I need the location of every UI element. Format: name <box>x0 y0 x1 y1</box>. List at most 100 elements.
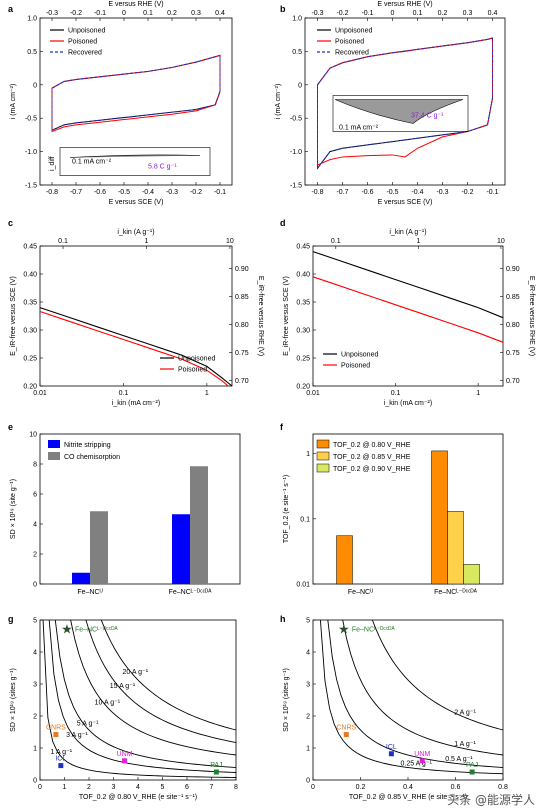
y-tick-label: 0.1 <box>300 516 310 523</box>
y-tick-label: 0.40 <box>296 272 310 279</box>
y-tick-label: -1.5 <box>290 183 302 190</box>
watermark: 头条 @能源学人 <box>447 793 535 807</box>
legend-label: Unpoisoned <box>341 352 378 359</box>
y-axis-label: SD × 10¹⁹ (sites g⁻¹) <box>10 668 17 732</box>
panel-d: d 0.20 0.25 0.30 0.35 0.40 0.45 0.01 0.1 1 0.1 1 10 i… <box>280 218 535 407</box>
y-tick-label: 4 <box>33 650 37 657</box>
x-axis-label: TOF_0.2 @ 0.85 V_RHE (e site⁻¹ s⁻¹) <box>349 794 467 801</box>
y-tick-label: 0.20 <box>296 384 310 391</box>
y-tick-label: 0.01 <box>296 582 310 589</box>
iso-activity-curve <box>85 619 237 743</box>
y-tick-label: 4 <box>33 522 37 529</box>
panel-letter: e <box>8 422 13 432</box>
x-tick-label: -0.4 <box>142 189 154 196</box>
x-tick-label: -0.2 <box>461 189 473 196</box>
iso-activity-curve <box>48 619 237 773</box>
legend-swatch <box>48 440 60 448</box>
legend-swatch <box>48 452 60 460</box>
point-label: PAJ <box>466 762 478 769</box>
x-tick-label: -0.8 <box>311 189 323 196</box>
x-tick-label: -0.1 <box>486 189 498 196</box>
x-tick-label: 2 <box>87 784 91 791</box>
legend-label: Unpoisoned <box>178 356 215 363</box>
x-tick-label: -0.2 <box>190 189 202 196</box>
legend-swatch <box>316 463 330 473</box>
x-top-tick-label: 0.3 <box>191 10 201 17</box>
y-tick-label: 0.45 <box>296 244 310 251</box>
x-tick-label: 0.1 <box>119 390 129 397</box>
x-top-tick-label: 1 <box>416 238 420 245</box>
x-top-tick-label: 0.1 <box>331 238 341 245</box>
x-tick-label: -0.4 <box>411 189 423 196</box>
series-line <box>39 307 233 387</box>
y-tick-label: 2 <box>33 552 37 559</box>
y-right-tick-label: 0.90 <box>506 266 520 273</box>
y-tick-label: 0 <box>298 82 302 89</box>
x-tick-label: 7 <box>210 784 214 791</box>
plot-frame <box>312 433 504 585</box>
data-point <box>343 732 349 738</box>
iso-curve-label: 0.5 A g⁻¹ <box>445 756 473 763</box>
y-axis-label: TOF_0.2 (e site⁻¹ s⁻¹) <box>283 475 290 543</box>
x-top-axis-label: i_kin (A g⁻¹) <box>389 229 426 236</box>
y-tick-label: 8 <box>33 462 37 469</box>
x-top-tick-label: 0.1 <box>58 238 68 245</box>
y-tick-label: 0.25 <box>23 356 37 363</box>
x-top-tick-label: 0.4 <box>215 10 225 17</box>
x-tick-label: 1 <box>63 784 67 791</box>
legend-label: Poisoned <box>68 39 97 46</box>
stripping-charge: 37.4 C g⁻¹ <box>411 113 444 120</box>
y-tick-label: 0.20 <box>23 384 37 391</box>
iso-curve-label: 5 A g⁻¹ <box>77 721 99 728</box>
iso-activity-curve <box>327 619 504 768</box>
legend-label: Nitrite stripping <box>64 442 111 449</box>
data-point <box>388 751 394 757</box>
x-top-axis-label: E versus RHE (V) <box>108 1 163 8</box>
y-tick-label: 0 <box>33 778 37 785</box>
y-tick-label: -1.5 <box>25 183 37 190</box>
x-top-axis-label: i_kin (A g⁻¹) <box>117 229 154 236</box>
x-top-tick-label: -0.1 <box>361 10 373 17</box>
x-tick-label: 0.6 <box>451 784 461 791</box>
x-top-tick-label: 0.1 <box>143 10 153 17</box>
series-line <box>317 37 493 170</box>
y-tick-label: 1.0 <box>292 16 302 23</box>
x-tick-label: 3 <box>112 784 116 791</box>
category-label: Fe–NCᴸ⁻ᴰᶜᶜᴰᴬ <box>169 588 213 596</box>
panel-letter: d <box>280 218 286 228</box>
x-tick-label: 8 <box>234 784 238 791</box>
x-tick-label: 0.1 <box>391 390 401 397</box>
plot-frame <box>39 433 241 585</box>
panel-a: a -1.5 -1.0 -0.5 0 0.5 1.0 -0.8 -0.7 -0.6 -0.5 -0.4… <box>8 1 233 206</box>
data-point <box>53 732 59 738</box>
point-label: CNRS <box>336 725 356 732</box>
x-tick-label: 0 <box>38 784 42 791</box>
y-right-tick-label: 0.75 <box>506 350 520 357</box>
inset-box <box>59 147 211 176</box>
y-right-tick-label: 0.80 <box>235 322 249 329</box>
y-tick-label: 0.30 <box>23 328 37 335</box>
series-line <box>312 251 504 319</box>
iso-activity-curve <box>42 619 237 778</box>
y-tick-label: 0 <box>33 582 37 589</box>
x-top-tick-label: 0.2 <box>167 10 177 17</box>
iso-curve-label: 0.25 A g⁻¹ <box>401 761 433 768</box>
stripping-charge: 5.8 C g⁻¹ <box>148 164 177 171</box>
stripping-area <box>69 154 201 158</box>
legend-label: Poisoned <box>178 367 207 374</box>
iso-curve-label: 2 A g⁻¹ <box>454 710 476 717</box>
y-tick-label: 10 <box>29 432 37 439</box>
x-tick-label: 6 <box>185 784 189 791</box>
panel-e: e 0 2 4 6 8 10 SD × 10¹⁹ (site g⁻¹) Fe–NCᵁ Fe–NCᴸ… <box>8 422 241 596</box>
y-axis-label: i (mA cm⁻²) <box>10 84 17 120</box>
x-tick-label: 1 <box>476 390 480 397</box>
bar <box>447 511 464 585</box>
y-tick-label: 5 <box>33 618 37 625</box>
x-top-tick-label: 0 <box>391 10 395 17</box>
point-label: PAJ <box>210 762 222 769</box>
y-right-tick-label: 0.75 <box>235 350 249 357</box>
series-line <box>39 310 229 387</box>
y-tick-label: 1 <box>306 451 310 458</box>
x-top-tick-label: 0.2 <box>438 10 448 17</box>
